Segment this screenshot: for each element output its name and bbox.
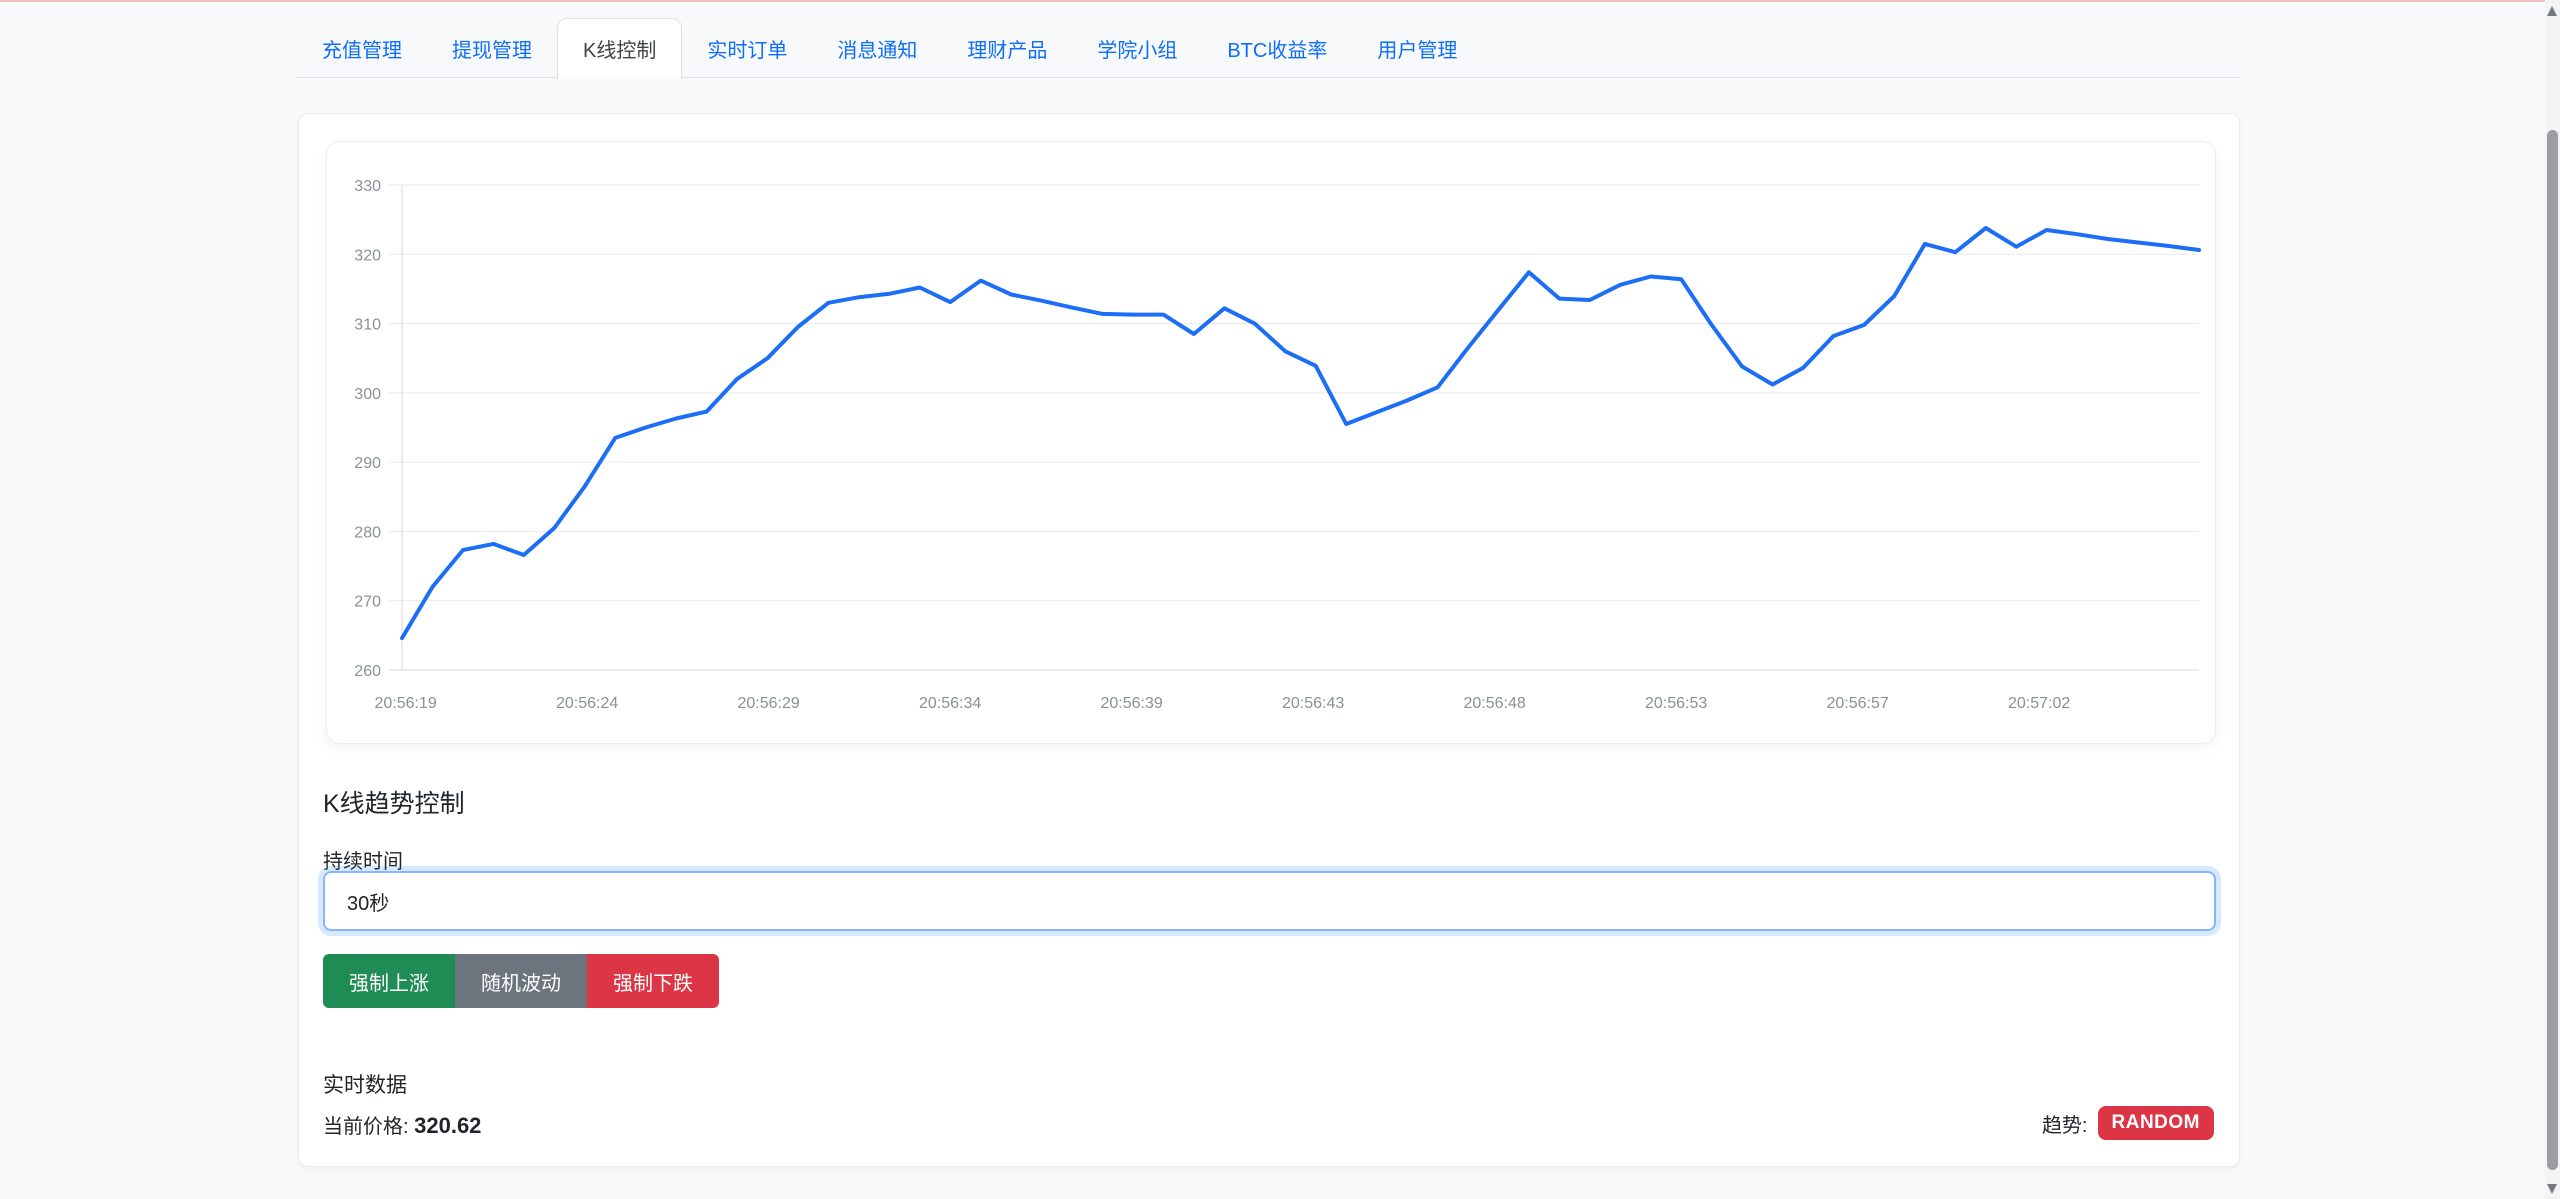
tab-btc-yield[interactable]: BTC收益率	[1227, 39, 1328, 62]
tab-recharge-management[interactable]: 充值管理	[322, 39, 402, 62]
scrollbar-down-arrow-icon[interactable]	[2547, 1184, 2557, 1194]
svg-text:260: 260	[354, 663, 381, 680]
trend-badge: RANDOM	[2097, 1106, 2214, 1140]
tab-user-management[interactable]: 用户管理	[1377, 39, 1458, 62]
tab-withdraw-management[interactable]: 提现管理	[452, 39, 532, 62]
duration-input[interactable]	[323, 871, 2216, 931]
kline-chart: 260 270 280 290 300 310 320 330 20:56:19 20:56:24…	[354, 178, 2201, 712]
force-down-button[interactable]: 强制下跌	[587, 954, 719, 1008]
tab-academy-groups[interactable]: 学院小组	[1097, 39, 1178, 62]
random-fluctuation-button[interactable]: 随机波动	[455, 954, 587, 1008]
svg-text:20:57:02: 20:57:02	[2008, 695, 2070, 712]
realtime-data-title: 实时数据	[323, 1074, 407, 1097]
force-up-button[interactable]: 强制上涨	[323, 954, 455, 1008]
tab-kline-control[interactable]: K线控制	[557, 18, 683, 79]
svg-text:20:56:34: 20:56:34	[919, 695, 981, 712]
svg-text:20:56:19: 20:56:19	[374, 695, 436, 712]
svg-text:280: 280	[354, 524, 381, 541]
svg-text:20:56:29: 20:56:29	[737, 695, 799, 712]
current-price-label: 当前价格:	[323, 1116, 409, 1138]
svg-text:320: 320	[354, 247, 381, 264]
svg-text:290: 290	[354, 455, 381, 472]
top-accent-line	[0, 0, 2560, 2]
svg-text:20:56:24: 20:56:24	[556, 695, 618, 712]
svg-text:20:56:43: 20:56:43	[1282, 695, 1344, 712]
kline-chart-card: 260 270 280 290 300 310 320 330 20:56:19 20:56:24…	[326, 141, 2216, 744]
tab-bar: 充值管理 提现管理 K线控制 实时订单 消息通知 理财产品 学院小组 BTC收益率 用户管理	[297, 15, 1482, 79]
tab-bar-divider	[297, 77, 2239, 78]
trend-button-group: 强制上涨 随机波动 强制下跌	[323, 954, 719, 1008]
scrollbar-up-arrow-icon[interactable]	[2547, 6, 2557, 16]
scrollbar-thumb[interactable]	[2547, 130, 2558, 1170]
trend-control-title: K线趋势控制	[323, 790, 465, 818]
duration-label: 持续时间	[323, 851, 403, 873]
main-panel: 260 270 280 290 300 310 320 330 20:56:19 20:56:24…	[298, 113, 2240, 1167]
tab-wealth-products[interactable]: 理财产品	[967, 39, 1048, 62]
svg-text:310: 310	[354, 317, 381, 334]
trend-label: 趋势:	[2041, 1114, 2088, 1137]
svg-text:20:56:53: 20:56:53	[1645, 695, 1707, 712]
svg-text:20:56:39: 20:56:39	[1100, 695, 1162, 712]
current-price-value: 320.62	[414, 1113, 482, 1138]
tab-notifications[interactable]: 消息通知	[837, 39, 918, 62]
tab-realtime-orders[interactable]: 实时订单	[707, 39, 788, 62]
vertical-scrollbar[interactable]	[2545, 0, 2560, 1199]
current-price-row: 当前价格: 320.62	[323, 1110, 481, 1139]
svg-text:330: 330	[354, 178, 381, 195]
svg-text:20:56:57: 20:56:57	[1826, 695, 1888, 712]
svg-text:270: 270	[354, 594, 381, 611]
svg-text:300: 300	[354, 386, 381, 403]
svg-text:20:56:48: 20:56:48	[1463, 695, 1525, 712]
trend-row: 趋势: RANDOM	[2042, 1106, 2214, 1140]
